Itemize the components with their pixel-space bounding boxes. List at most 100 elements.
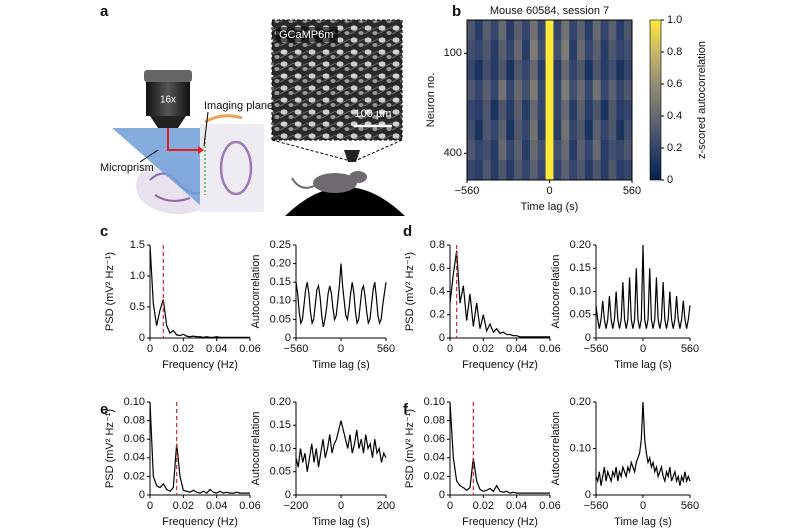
heatmap-cell bbox=[482, 160, 491, 181]
heatmap-cell bbox=[584, 60, 594, 81]
mouse-head bbox=[349, 171, 367, 183]
mouse-body bbox=[313, 173, 357, 193]
heatmap-cell bbox=[506, 100, 515, 121]
colorbar-tick-label: 0.6 bbox=[667, 78, 682, 90]
heatmap-cell bbox=[569, 20, 578, 41]
heatmap-cell bbox=[616, 140, 625, 161]
x-tick-label: −560 bbox=[584, 500, 609, 512]
heatmap-cell bbox=[624, 120, 633, 141]
panel-label: f bbox=[403, 401, 409, 418]
y-tick-label: 0.04 bbox=[424, 452, 445, 464]
axis-line bbox=[595, 402, 690, 496]
heatmap-cell bbox=[467, 140, 476, 161]
y-axis-label: PSD (mV² Hz⁻¹) bbox=[104, 409, 116, 488]
y-tick-label: 0 bbox=[139, 489, 145, 501]
x-tick-label: −560 bbox=[284, 343, 309, 355]
heatmap-cell bbox=[529, 20, 539, 41]
heatmap-cell bbox=[482, 60, 491, 81]
x-tick-label: 0.02 bbox=[173, 500, 194, 512]
axis-line bbox=[449, 402, 550, 496]
heatmap-cell bbox=[553, 60, 562, 81]
heatmap-cell bbox=[545, 160, 554, 181]
y-tick-label: 0.06 bbox=[424, 433, 445, 445]
heatmap-cell bbox=[584, 20, 594, 41]
y-axis-label: PSD (mV² Hz⁻¹) bbox=[404, 252, 416, 331]
y-tick-label: 0 bbox=[585, 489, 591, 501]
heatmap-cell bbox=[577, 40, 586, 61]
heatmap-cell bbox=[506, 60, 515, 81]
x-tick-label: 0 bbox=[447, 343, 453, 355]
heatmap-cell bbox=[624, 40, 633, 61]
heatmap-cell bbox=[545, 120, 554, 141]
heatmap-cell bbox=[537, 80, 546, 101]
heatmap-cell bbox=[577, 20, 586, 41]
heatmap-cell bbox=[561, 60, 570, 81]
y-tick-label: 0.20 bbox=[270, 258, 291, 270]
y-tick-label: 0 bbox=[439, 489, 445, 501]
y-tick-label: 0.05 bbox=[570, 309, 591, 321]
label-backdrop bbox=[276, 27, 338, 42]
objective-label: 16x bbox=[160, 95, 176, 106]
y-tick-label: 0.02 bbox=[124, 470, 145, 482]
x-tick-label: 560 bbox=[623, 185, 641, 197]
heatmap-cell bbox=[537, 60, 546, 81]
data-line bbox=[149, 244, 250, 338]
heatmap-cell bbox=[545, 100, 554, 121]
heatmap-cell bbox=[537, 140, 546, 161]
heatmap-cell bbox=[545, 40, 554, 61]
x-axis-label: Frequency (Hz) bbox=[462, 516, 538, 528]
y-tick-label: 0.10 bbox=[270, 442, 291, 454]
data-line bbox=[449, 250, 550, 338]
heatmap-cell bbox=[514, 40, 523, 61]
data-line bbox=[449, 401, 550, 494]
heatmap-cell bbox=[467, 160, 476, 181]
x-tick-label: 0.06 bbox=[239, 343, 260, 355]
heatmap-cell bbox=[545, 60, 554, 81]
heatmap-cell bbox=[584, 120, 594, 141]
heatmap-cell bbox=[616, 40, 625, 61]
y-tick-label: 0.20 bbox=[570, 396, 591, 408]
heatmap-cell bbox=[482, 120, 491, 141]
heatmap-cell bbox=[592, 140, 601, 161]
y-tick-label: 0.15 bbox=[270, 276, 291, 288]
y-tick-label: 0.05 bbox=[270, 466, 291, 478]
heatmap-cell bbox=[608, 140, 617, 161]
colorbar-tick-label: 0.8 bbox=[667, 46, 682, 58]
heatmap-cell bbox=[467, 120, 476, 141]
y-axis-label: Neuron no. bbox=[425, 73, 437, 127]
heatmap-cell bbox=[608, 40, 617, 61]
treadmill bbox=[285, 187, 405, 216]
heatmap-cell bbox=[474, 100, 484, 121]
x-tick-label: 0 bbox=[546, 185, 552, 197]
heatmap-cell bbox=[529, 120, 539, 141]
x-axis-label: Time lag (s) bbox=[614, 516, 672, 528]
heatmap-cell bbox=[577, 80, 586, 101]
heatmap-cell bbox=[545, 20, 554, 41]
y-tick-label: 1.0 bbox=[130, 270, 145, 282]
heatmap-cell bbox=[545, 80, 554, 101]
heatmap-cell bbox=[592, 100, 601, 121]
heatmap-cell bbox=[561, 120, 570, 141]
heatmap-cell bbox=[490, 60, 499, 81]
x-tick-label: 0 bbox=[147, 343, 153, 355]
heatmap-cell bbox=[498, 60, 507, 81]
data-line bbox=[295, 263, 387, 327]
heatmap-cell bbox=[608, 160, 617, 181]
colorbar-tick-label: 0 bbox=[667, 174, 673, 186]
heatmap-cell bbox=[600, 40, 609, 61]
y-tick-label: 0.15 bbox=[270, 419, 291, 431]
heatmap-cell bbox=[537, 160, 546, 181]
heatmap-cell bbox=[569, 60, 578, 81]
axis-line bbox=[449, 245, 550, 339]
y-axis-label: Autocorrelation bbox=[250, 412, 262, 486]
y-tick-label: 0.10 bbox=[270, 295, 291, 307]
heatmap-cell bbox=[514, 60, 523, 81]
heatmap-cell bbox=[474, 120, 484, 141]
x-tick-label: 0 bbox=[640, 500, 646, 512]
x-axis-label: Time lag (s) bbox=[614, 359, 672, 371]
heatmap-cell bbox=[529, 80, 539, 101]
y-tick-label: 0 bbox=[439, 332, 445, 344]
x-axis-label: Time lag (s) bbox=[521, 201, 579, 213]
imaging-plane-label: Imaging plane bbox=[204, 100, 273, 112]
